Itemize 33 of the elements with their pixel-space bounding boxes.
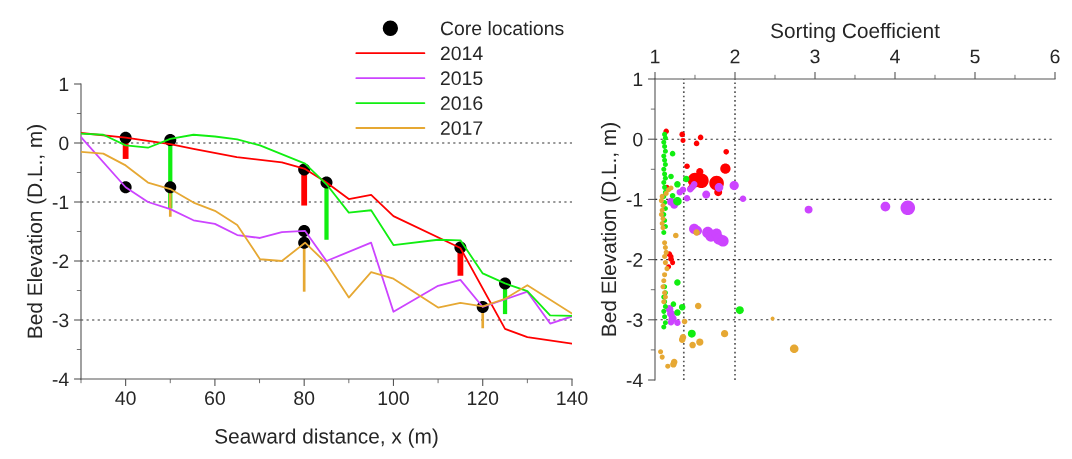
x-tick-label: 3 — [810, 49, 820, 64]
x-tick-label: 5 — [970, 49, 980, 64]
y-tick-label: -3 — [52, 313, 69, 328]
x-tick-label: 80 — [294, 391, 315, 406]
x-tick-label: 100 — [378, 391, 409, 406]
y-tick-label: -2 — [52, 254, 69, 269]
legend-label: 2015 — [440, 71, 483, 86]
y-tick-label: -1 — [626, 193, 643, 207]
x-tick-label: 1 — [651, 49, 660, 64]
y-tick-label: 1 — [59, 77, 69, 92]
legend-label: Core locations — [440, 20, 564, 36]
y-tick-label: -2 — [626, 253, 643, 267]
y-tick-label: 0 — [59, 136, 69, 151]
x-tick-label: 140 — [557, 391, 588, 406]
x-tick-label: 120 — [467, 391, 499, 406]
y-tick-label: -4 — [52, 372, 69, 387]
y-tick-label: -1 — [52, 195, 69, 210]
x-tick-label: 60 — [205, 391, 225, 406]
x-tick-label: 4 — [890, 49, 900, 64]
legend-label: 2017 — [440, 121, 483, 135]
legend-label: 2016 — [440, 96, 483, 111]
y-tick-label: 0 — [633, 132, 643, 147]
y-tick-label: -4 — [626, 373, 643, 388]
x-tick-label: 2 — [730, 49, 740, 64]
y-axis-title: Bed Elevation (D.L., m) — [600, 123, 621, 336]
x-axis-title: Seaward distance, x (m) — [215, 428, 438, 448]
y-tick-label: 1 — [633, 72, 643, 87]
x-tick-label: 6 — [1050, 49, 1060, 64]
legend-label: 2014 — [440, 46, 483, 61]
y-axis-title: Bed Elevation (D.L., m) — [26, 125, 47, 338]
x-tick-label: 40 — [115, 391, 136, 406]
y-tick-label: -3 — [626, 313, 643, 328]
x-axis-title: Sorting Coefficient — [771, 22, 940, 43]
